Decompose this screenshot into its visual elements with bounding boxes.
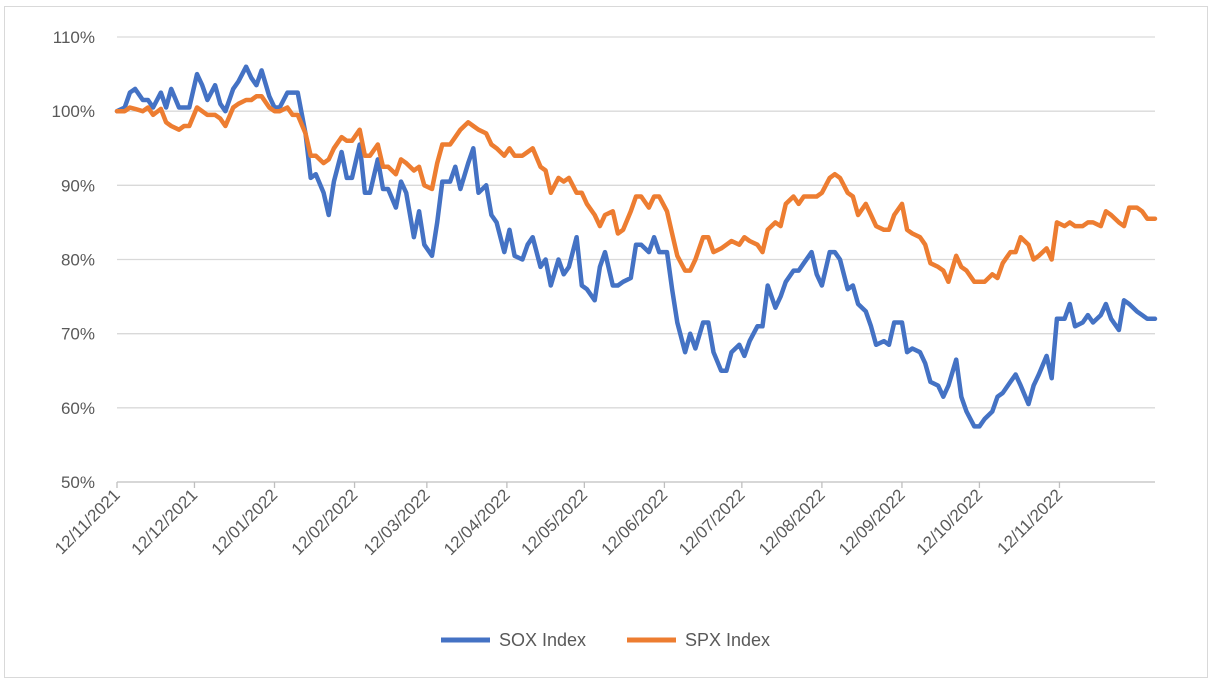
x-axis-labels: 12/11/2021 12/12/2021 12/01/2022 12/02/2022…	[51, 485, 1066, 559]
y-axis-labels: 50% 60% 70% 80% 90% 100% 110%	[52, 28, 95, 492]
x-tick-label: 12/11/2021	[51, 485, 124, 558]
y-tick-label: 110%	[53, 28, 95, 47]
x-tick-label: 12/12/2021	[128, 485, 202, 559]
legend: SOX Index SPX Index	[441, 630, 770, 650]
x-tick-label: 12/08/2022	[755, 485, 829, 559]
x-tick-label: 12/06/2022	[598, 485, 672, 559]
legend-label-sox: SOX Index	[499, 630, 586, 650]
chart-frame	[4, 6, 1208, 678]
x-tick-label: 12/10/2022	[913, 485, 987, 559]
x-tick-label: 12/09/2022	[835, 485, 909, 559]
legend-label-spx: SPX Index	[685, 630, 770, 650]
x-tick-label: 12/07/2022	[675, 485, 749, 559]
x-tick-label: 12/04/2022	[440, 485, 514, 559]
y-tick-label: 90%	[61, 176, 95, 195]
y-tick-label: 80%	[61, 251, 95, 270]
y-tick-label: 100%	[52, 102, 95, 121]
y-tick-label: 70%	[61, 325, 95, 344]
series-line-spx	[114, 94, 1158, 285]
series-line-sox	[114, 64, 1158, 429]
x-tick-label: 12/03/2022	[360, 485, 434, 559]
x-axis	[116, 481, 1155, 488]
x-tick-label: 12/01/2022	[208, 485, 282, 559]
x-tick-label: 12/02/2022	[288, 485, 362, 559]
gridlines	[117, 36, 1155, 409]
series-lines	[114, 64, 1158, 429]
y-tick-label: 60%	[61, 399, 95, 418]
x-tick-label: 12/05/2022	[518, 485, 592, 559]
x-tick-label: 12/11/2022	[994, 485, 1067, 558]
y-tick-label: 50%	[61, 473, 95, 492]
